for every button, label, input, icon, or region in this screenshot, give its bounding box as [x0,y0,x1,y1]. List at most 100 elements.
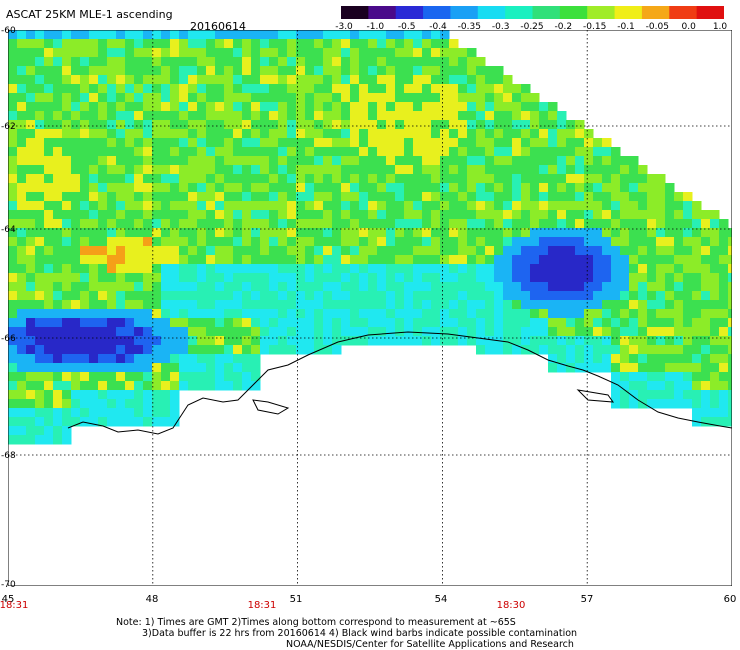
wind-cell [503,102,513,112]
wind-cell [386,48,396,58]
wind-cell [80,291,90,301]
wind-cell [719,273,729,283]
wind-cell [647,354,657,364]
wind-cell [494,183,504,193]
wind-cell [98,282,108,292]
wind-cell [251,327,261,337]
wind-cell [251,39,261,49]
wind-cell [17,210,27,220]
wind-cell [692,237,702,247]
wind-cell [107,246,117,256]
wind-cell [80,381,90,391]
wind-cell [593,291,603,301]
wind-cell [314,93,324,103]
wind-cell [179,309,189,319]
wind-cell [332,291,342,301]
wind-cell [53,183,63,193]
wind-cell [593,156,603,166]
wind-cell [593,354,603,364]
wind-cell [44,102,54,112]
wind-cell [170,102,180,112]
wind-cell [8,363,18,373]
wind-cell [26,345,36,355]
wind-cell [413,66,423,76]
wind-cell [539,309,549,319]
wind-cell [647,318,657,328]
wind-cell [188,93,198,103]
wind-cell [17,318,27,328]
wind-cell [683,354,693,364]
wind-cell [413,174,423,184]
wind-cell [170,273,180,283]
wind-cell [512,147,522,157]
lat-label: -70 [1,580,16,590]
wind-cell [134,381,144,391]
wind-cell [647,363,657,373]
wind-cell [152,120,162,130]
wind-cell [260,246,270,256]
wind-cell [566,246,576,256]
wind-cell [233,75,243,85]
wind-cell [584,192,594,202]
wind-cell [53,156,63,166]
wind-cell [413,93,423,103]
wind-cell [611,354,621,364]
wind-cell [332,327,342,337]
wind-cell [638,165,648,175]
wind-cell [287,255,297,265]
wind-cell [611,390,621,400]
wind-cell [359,300,369,310]
wind-cell [350,147,360,157]
wind-cell [377,291,387,301]
wind-cell [431,264,441,274]
wind-cell [539,273,549,283]
wind-cell [386,210,396,220]
wind-cell [206,219,216,229]
wind-cell [71,39,81,49]
wind-cell [314,210,324,220]
wind-cell [692,408,702,418]
wind-cell [35,417,45,427]
wind-cell [557,201,567,211]
wind-cell [458,138,468,148]
wind-cell [197,30,207,40]
wind-cell [395,111,405,121]
wind-cell [152,84,162,94]
wind-cell [620,228,630,238]
wind-cell [620,372,630,382]
wind-cell [107,381,117,391]
wind-cell [701,255,711,265]
wind-cell [53,39,63,49]
wind-cell [215,30,225,40]
wind-cell [620,282,630,292]
wind-cell [260,201,270,211]
wind-cell [449,84,459,94]
wind-cell [521,282,531,292]
wind-cell [251,345,261,355]
wind-cell [404,93,414,103]
wind-cell [638,219,648,229]
wind-cell [44,120,54,130]
wind-cell [89,111,99,121]
wind-cell [494,228,504,238]
wind-cell [107,48,117,58]
wind-cell [179,264,189,274]
wind-cell [224,255,234,265]
wind-cell [98,84,108,94]
wind-cell [152,165,162,175]
wind-cell [458,66,468,76]
wind-cell [476,345,486,355]
wind-cell [62,255,72,265]
wind-cell [683,237,693,247]
wind-cell [98,174,108,184]
wind-cell [179,75,189,85]
wind-cell [665,399,675,409]
wind-cell [575,300,585,310]
wind-cell [575,201,585,211]
wind-cell [71,93,81,103]
wind-cell [494,129,504,139]
wind-cell [458,183,468,193]
wind-cell [647,255,657,265]
wind-cell [134,273,144,283]
wind-cell [350,309,360,319]
